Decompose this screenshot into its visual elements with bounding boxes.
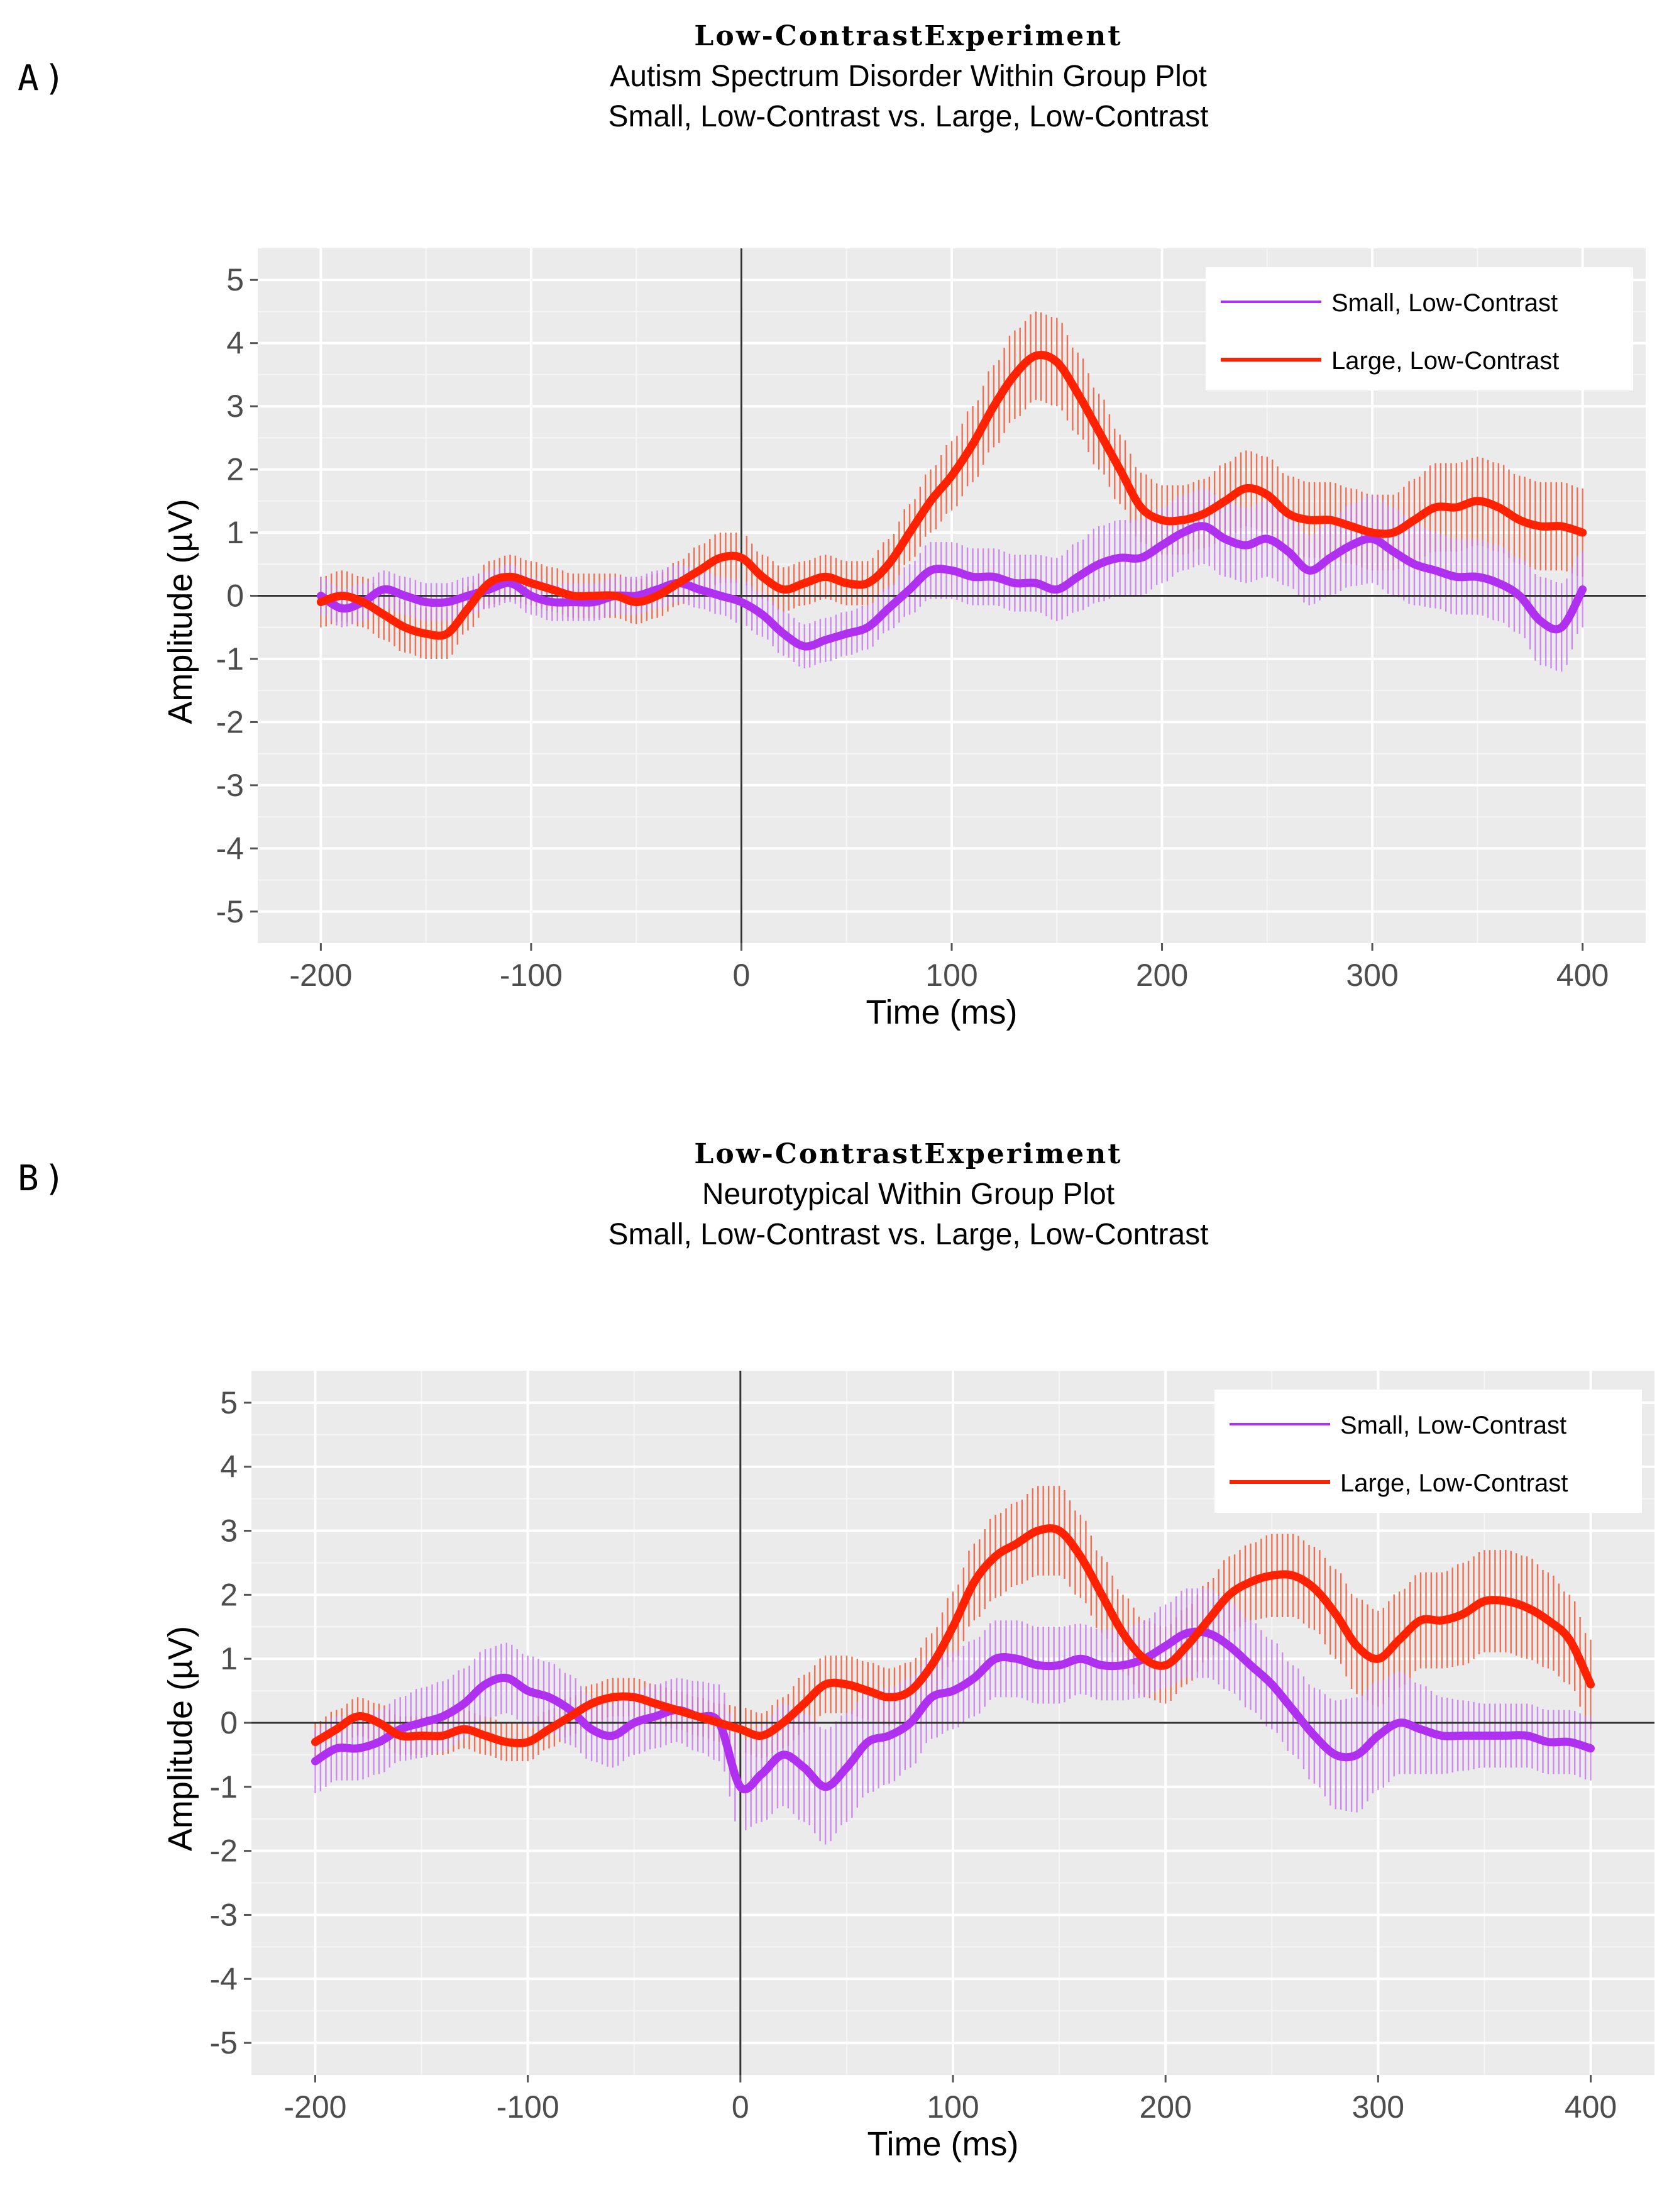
y-axis-label: Amplitude (µV) [162,1626,199,1851]
legend-label-small: Small, Low-Contrast [1340,1412,1566,1439]
x-tick-label: 200 [1139,2089,1191,2125]
x-tick-label: 0 [733,958,751,993]
chart-subtitle: Neurotypical Within Group Plot [702,1178,1115,1211]
y-tick-label: -2 [216,704,244,739]
y-tick-label: 5 [220,1385,238,1420]
x-tick-label: 200 [1136,958,1188,993]
legend: Small, Low-Contrast Large, Low-Contrast [1214,1390,1642,1513]
legend-label-large: Large, Low-Contrast [1340,1469,1568,1497]
y-tick-label: 3 [220,1513,238,1549]
y-tick-label: -5 [216,894,244,929]
y-tick-label: -1 [216,641,244,677]
x-tick-label: -200 [284,2089,346,2125]
chart-title: Low-ContrastExperiment [694,1138,1123,1170]
panel-label: B) [18,1158,70,1199]
x-tick-label: -200 [289,958,352,993]
y-axis-label: Amplitude (µV) [162,499,199,724]
panel-label: A) [18,58,70,99]
y-tick-label: -1 [210,1769,238,1805]
x-axis-label: Time (ms) [866,993,1018,1031]
y-tick-label: 1 [226,515,244,550]
y-tick-label: 0 [226,578,244,614]
y-tick-label: -5 [210,2025,238,2060]
y-tick-label: -4 [210,1961,238,1996]
x-tick-label: 300 [1346,958,1398,993]
x-tick-label: 100 [925,958,977,993]
x-tick-label: 300 [1352,2089,1404,2125]
y-tick-label: 2 [226,452,244,487]
legend: Small, Low-Contrast Large, Low-Contrast [1206,267,1633,390]
erp-chart-neurotypical: 5 4 3 2 1 0 -1 -2 -3 -4 -5 -200 -100 0 100 200 300 400 Tim… [162,1371,1654,2163]
series-line-large [316,351,1587,640]
series-line-large [311,1524,1595,1747]
y-tick-label: 4 [220,1449,238,1485]
x-tick-label: 400 [1565,2089,1617,2125]
legend-box [1206,267,1633,390]
chart-subtitle-comparison: Small, Low-Contrast vs. Large, Low-Contr… [608,100,1209,133]
x-tick-label: 400 [1556,958,1609,993]
legend-label-small: Small, Low-Contrast [1331,289,1558,317]
series-line-small [316,522,1587,651]
panel-a: A) Low-ContrastExperiment Autism Spectru… [0,0,1679,1087]
x-tick-label: -100 [500,958,563,993]
erp-chart-asd: 5 4 3 2 1 0 -1 -2 -3 -4 -5 -200 -100 0 100 200 300 400 Tim… [162,248,1646,1031]
y-tick-label: 5 [226,262,244,297]
x-axis-label: Time (ms) [867,2125,1019,2163]
chart-titles: Low-ContrastExperiment Neurotypical With… [0,1134,1679,1255]
y-tick-label: 3 [226,389,244,424]
x-tick-label: -100 [497,2089,559,2125]
y-tick-label: -3 [210,1897,238,1932]
y-tick-label: 2 [220,1577,238,1612]
x-tick-label: 0 [732,2089,749,2125]
series-line-small [311,1627,1595,1794]
chart-titles: Low-ContrastExperiment Autism Spectrum D… [0,16,1679,137]
y-tick-label: -4 [216,831,244,866]
legend-label-large: Large, Low-Contrast [1331,347,1559,375]
legend-box [1214,1390,1642,1513]
y-tick-label: 0 [220,1705,238,1740]
axes: 5 4 3 2 1 0 -1 -2 -3 -4 -5 -200 -100 0 100 200 300 400 Tim… [162,1385,1617,2163]
chart-title: Low-ContrastExperiment [694,20,1123,52]
axes: 5 4 3 2 1 0 -1 -2 -3 -4 -5 -200 -100 0 100 200 300 400 Tim… [162,262,1609,1031]
chart-subtitle-comparison: Small, Low-Contrast vs. Large, Low-Contr… [608,1218,1209,1251]
y-tick-label: -3 [216,768,244,803]
x-tick-label: 100 [927,2089,979,2125]
y-tick-label: -2 [210,1833,238,1869]
chart-subtitle: Autism Spectrum Disorder Within Group Pl… [610,60,1207,93]
panel-b: B) Low-ContrastExperiment Neurotypical W… [0,1125,1679,2212]
y-tick-label: 4 [226,326,244,361]
y-tick-label: 1 [220,1641,238,1676]
